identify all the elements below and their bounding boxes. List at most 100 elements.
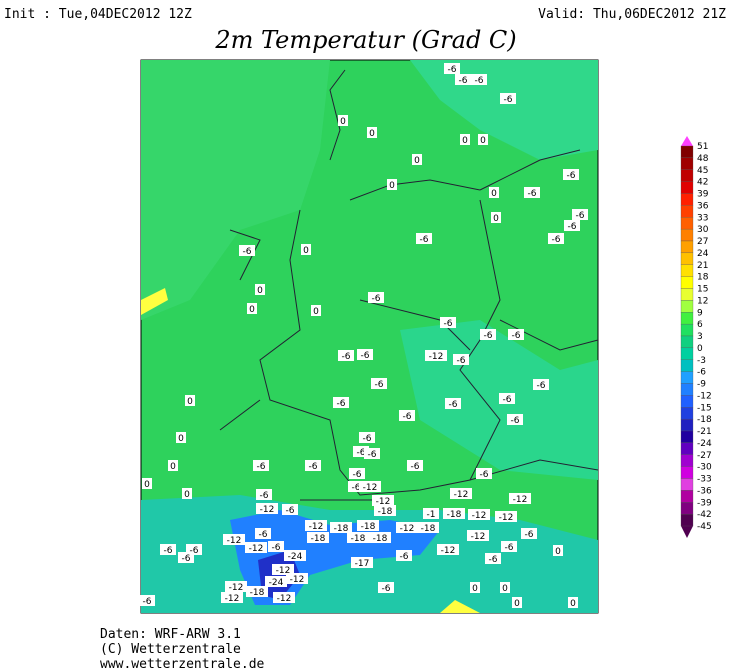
- colorbar-band: [680, 359, 694, 372]
- label-box: [353, 446, 369, 457]
- label-box: [524, 187, 540, 198]
- label-box: [371, 378, 387, 389]
- map-label: -18: [250, 588, 265, 598]
- map-label: 0: [369, 129, 375, 139]
- label-box: [437, 544, 459, 555]
- label-box: [417, 522, 439, 533]
- map-label: -6: [444, 319, 453, 329]
- colorbar-band: [680, 157, 694, 170]
- map-label: -6: [449, 400, 458, 410]
- map-label: 0: [493, 214, 499, 224]
- label-box: [168, 460, 178, 471]
- label-box: [139, 595, 155, 606]
- map-label: -6: [528, 189, 537, 199]
- colorbar-label: 24: [697, 249, 709, 259]
- label-box: [265, 576, 287, 587]
- map-label: -6: [480, 470, 489, 480]
- colorbar-label: 15: [697, 285, 708, 295]
- map-label: -18: [334, 524, 349, 534]
- map-label: -6: [403, 412, 412, 422]
- map-label: 0: [491, 189, 497, 199]
- colorbar-band: [680, 193, 694, 206]
- label-box: [349, 468, 365, 479]
- country-borders: [219, 149, 599, 501]
- label-box: [499, 393, 515, 404]
- label-box: [507, 414, 523, 425]
- map-label: 0: [462, 136, 468, 146]
- label-box: [450, 488, 472, 499]
- label-box: [338, 350, 354, 361]
- map-label: -6: [368, 450, 377, 460]
- colorbar-arrow: [681, 136, 693, 146]
- label-box: [512, 597, 522, 608]
- label-box: [396, 522, 418, 533]
- map-label: -12: [277, 594, 292, 604]
- label-box: [305, 460, 321, 471]
- label-box: [500, 93, 516, 104]
- map-label: -18: [421, 524, 436, 534]
- map-label: -6: [568, 222, 577, 232]
- map-label: -12: [400, 524, 415, 534]
- label-box: [256, 503, 278, 514]
- map-label: -6: [400, 552, 409, 562]
- map-label: -12: [472, 511, 487, 521]
- label-box: [378, 582, 394, 593]
- label-box: [445, 398, 461, 409]
- label-box: [301, 244, 311, 255]
- label-box: [399, 410, 415, 421]
- map-label: -12: [499, 513, 514, 523]
- label-box: [563, 169, 579, 180]
- colorbar-band: [680, 347, 694, 360]
- map-label: 0: [480, 136, 486, 146]
- label-box: [387, 179, 397, 190]
- map-label: -6: [505, 543, 514, 553]
- map-label: 0: [472, 584, 478, 594]
- colorbar-band: [680, 288, 694, 301]
- colorbar-label: 33: [697, 213, 708, 223]
- label-box: [416, 233, 432, 244]
- label-box: [489, 187, 499, 198]
- map-label: -12: [249, 544, 264, 554]
- colorbar: 51484542393633302724211815129630-3-6-9-1…: [680, 136, 712, 538]
- label-box: [223, 534, 245, 545]
- label-box: [367, 127, 377, 138]
- colorbar-band: [680, 490, 694, 503]
- label-box: [286, 573, 308, 584]
- colorbar-label: 30: [697, 225, 709, 235]
- map-title: 2m Temperatur (Grad C): [214, 26, 516, 54]
- map-label: -12: [260, 505, 275, 515]
- label-box: [284, 550, 306, 561]
- colorbar-label: 9: [697, 308, 703, 318]
- map-label: -6: [164, 546, 173, 556]
- colorbar-band: [680, 240, 694, 254]
- colorbar-label: 45: [697, 166, 708, 176]
- colorbar-label: -9: [697, 380, 706, 390]
- label-box: [423, 508, 439, 519]
- map-label: -12: [309, 522, 324, 532]
- label-box: [268, 541, 284, 552]
- label-box: [225, 581, 247, 592]
- map-label: -6: [286, 506, 295, 516]
- map-label: -12: [225, 594, 240, 604]
- colorbar-label: -27: [697, 451, 712, 461]
- map-label: -6: [504, 95, 513, 105]
- warm-zone: [141, 288, 168, 315]
- colorbar-band: [680, 300, 694, 313]
- colorbar-band: [680, 513, 694, 527]
- map-label: -6: [375, 380, 384, 390]
- label-box: [553, 545, 563, 556]
- colorbar-label: -45: [697, 522, 712, 532]
- label-box: [256, 489, 272, 500]
- map-label: -6: [372, 294, 381, 304]
- label-box: [357, 520, 379, 531]
- label-box: [347, 532, 369, 543]
- map-label: 0: [303, 246, 309, 256]
- label-box: [501, 541, 517, 552]
- map-label: -6: [489, 555, 498, 565]
- valid-time: Valid: Thu,06DEC2012 21Z: [538, 7, 726, 22]
- label-box: [548, 233, 564, 244]
- label-box: [470, 582, 480, 593]
- colorbar-label: 3: [697, 332, 703, 342]
- map-label: -6: [420, 235, 429, 245]
- map-label: -6: [143, 597, 152, 607]
